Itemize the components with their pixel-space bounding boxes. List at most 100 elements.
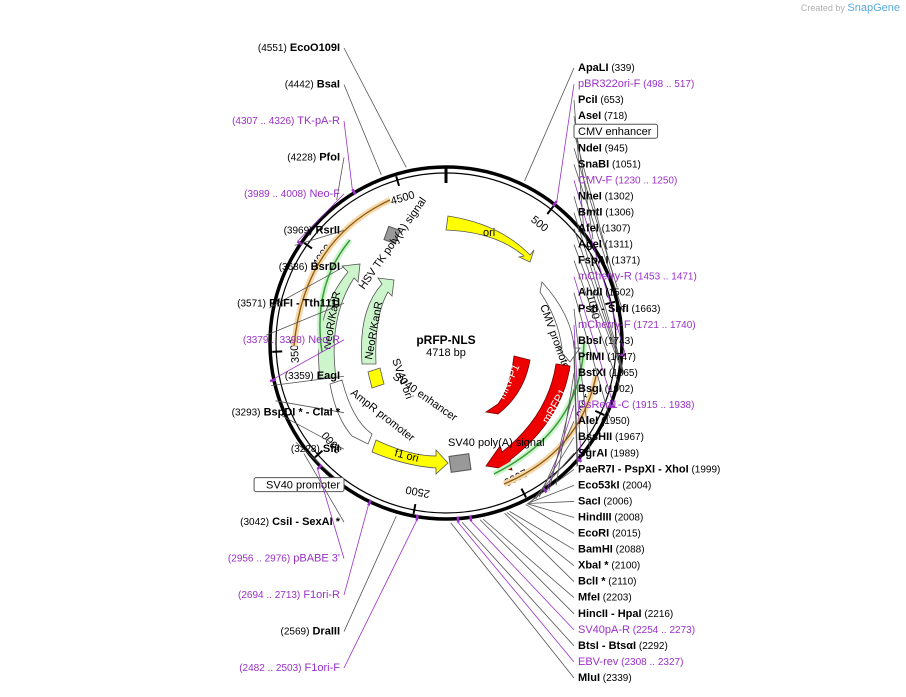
leader-line (297, 193, 345, 242)
site-label[interactable]: (4442) BsaI (285, 78, 382, 176)
feature-label-box[interactable]: SV40 promoter (253, 441, 345, 493)
site-label[interactable]: (3228) SfiI (280, 414, 345, 455)
site-label[interactable]: PstI - SbfI (1663) (573, 303, 661, 452)
site-label[interactable]: FspAI (1371) (573, 255, 640, 389)
label-part: (2015) (612, 529, 641, 540)
label-part: FspAI (578, 255, 609, 267)
label-part: RsrII (316, 224, 340, 236)
label-part: (1371) (611, 256, 640, 267)
site-label[interactable]: BbsI (1743) (573, 335, 634, 466)
primer-label[interactable]: mCherry-R (1453 .. 1471) (573, 271, 697, 409)
leader-line (482, 518, 575, 599)
label-part: (2482 .. 2503) (239, 663, 301, 674)
site-text: (3379 .. 3398) Neo-R (243, 334, 340, 346)
site-label[interactable]: HindIII (2008) (526, 503, 643, 524)
label-part: BbsI (578, 335, 602, 347)
site-label[interactable]: PaeR7I - PspXI - XhoI (1999) (528, 463, 720, 504)
site-label[interactable]: AhdI (1502) (573, 287, 634, 419)
site-text: AfeI (1307) (578, 223, 630, 235)
feature-label-box[interactable]: CMV enhancer (573, 123, 659, 278)
leader-line (269, 339, 345, 382)
label-part: AleI (578, 415, 598, 427)
site-label[interactable]: AgeI (1311) (573, 239, 633, 375)
site-label[interactable]: (4228) PfoI (287, 151, 345, 201)
site-label[interactable]: NheI (1302) (573, 190, 634, 373)
primer-mark (415, 514, 419, 521)
primer-label[interactable]: SV40pA-R (2254 .. 2273) (469, 515, 695, 636)
site-label[interactable]: (3686) BsrDI (269, 261, 345, 309)
site-label[interactable]: BmtI (1306) (573, 206, 634, 374)
site-label[interactable]: Eco53kI (2004) (527, 479, 651, 504)
site-label[interactable]: ApaLI (339) (524, 62, 635, 182)
site-label[interactable]: AfeI (1307) (573, 223, 630, 374)
leader-line (450, 522, 575, 679)
leader-line (527, 501, 575, 504)
orange-line-b (293, 199, 391, 347)
leader-line (343, 84, 382, 176)
site-label[interactable]: XbaI * (2100) (506, 512, 640, 572)
site-text: (2482 .. 2503) F1ori-F (239, 662, 340, 674)
leader-line (470, 520, 575, 631)
label-part: (2292) (639, 641, 668, 652)
site-label[interactable]: (3571) PflFI - Tth111I (237, 297, 345, 336)
label-part: (4551) (258, 43, 287, 54)
primer-label[interactable]: pBR322ori-F (498 .. 517) (552, 78, 694, 207)
leader-line (573, 132, 615, 278)
leader-line (573, 212, 624, 374)
primer-label[interactable]: CMV-F (1230 .. 1250) (573, 174, 677, 357)
primer-label[interactable]: (2694 .. 2713) F1ori-R (238, 499, 373, 601)
site-label[interactable]: MluI (2339) (450, 522, 632, 684)
site-label[interactable]: MfeI (2203) (482, 518, 632, 604)
tick-mark (520, 488, 527, 498)
leader-line (336, 157, 345, 201)
site-label[interactable]: (3042) CsiI - SexAI * (240, 453, 345, 529)
label-part: (2254 .. 2273) (633, 625, 695, 636)
site-label[interactable]: SacI (2006) (527, 495, 633, 507)
label-part: (1302) (605, 191, 634, 202)
label-part: AfeI (578, 223, 599, 235)
primer-label[interactable]: EBV-rev (2308 .. 2327) (456, 516, 684, 668)
label-part: CsiI (272, 516, 292, 528)
primer-label[interactable]: (3989 .. 4008) Neo-F (244, 188, 345, 246)
label-part: EcoRI (578, 528, 609, 540)
plasmid-length: 4718 bp (426, 347, 466, 359)
leader-line (573, 260, 621, 389)
site-label[interactable]: (4551) EcoO109I (258, 42, 407, 168)
site-label[interactable]: HincII - HpaI (2216) (479, 519, 673, 620)
site-text: AseI (718) (578, 110, 627, 122)
site-label[interactable]: (3359) EagI (271, 370, 345, 387)
primer-label[interactable]: (4307 .. 4326) TK-pA-R (232, 115, 357, 196)
site-label[interactable]: (3293) BspDI * - ClaI * (232, 400, 345, 419)
label-part: ApaLI (578, 62, 609, 74)
primer-label[interactable]: (2956 .. 2976) pBABE 3' (228, 463, 345, 565)
site-label[interactable]: EcoRI (2015) (525, 504, 641, 540)
primer-mark (269, 378, 277, 383)
site-label[interactable]: BtsI - BtsαI (2292) (461, 522, 668, 652)
brand-name: SnapGene (847, 2, 900, 14)
site-label[interactable]: NdeI (945) (573, 142, 628, 288)
label-part: (1999) (691, 464, 720, 475)
primer-label[interactable]: (3379 .. 3398) Neo-R (243, 334, 345, 383)
label-part: (1663) (632, 304, 661, 315)
leader-line (266, 302, 345, 336)
label-part: BtsαI (609, 640, 637, 652)
label-part: (2100) (611, 561, 640, 572)
primer-label[interactable]: (2482 .. 2503) F1ori-F (239, 514, 419, 674)
site-label[interactable]: BstXI (1865) (555, 367, 638, 486)
leader-line (504, 512, 575, 582)
label-part: BssHII (578, 431, 612, 443)
site-text: BmtI (1306) (578, 206, 634, 218)
site-label[interactable]: SnaBI (1051) (573, 158, 641, 313)
site-label[interactable]: BamHI (2088) (509, 511, 645, 556)
site-label[interactable]: (2569) DraIII (281, 515, 397, 638)
label-part: (1307) (602, 224, 631, 235)
site-text: (3571) PflFI - Tth111I (237, 297, 340, 309)
label-part: (2694 .. 2713) (238, 590, 300, 601)
label-part: (2956 .. 2976) (228, 554, 290, 565)
site-label[interactable]: SgrAI (1989) (530, 447, 639, 502)
site-label[interactable]: (3969) RsrII (284, 224, 345, 246)
site-label[interactable]: PflMI (1747) (573, 351, 636, 467)
site-label[interactable]: BsgI (1902) (548, 383, 634, 491)
site-label[interactable]: BclI * (2110) (504, 512, 637, 588)
